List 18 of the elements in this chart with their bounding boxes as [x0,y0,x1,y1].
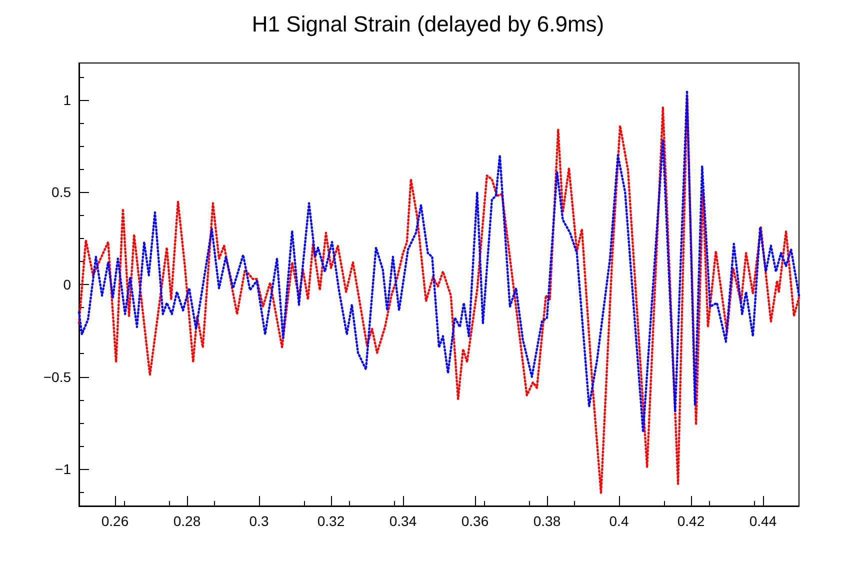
y-tick-label: 0 [63,276,72,292]
x-tick-label: 0.42 [677,513,705,529]
x-tick-label: 0.38 [533,513,561,529]
x-tick-label: 0.4 [609,513,629,529]
x-tick-label: 0.44 [749,513,777,529]
chart-title: H1 Signal Strain (delayed by 6.9ms) [252,12,604,36]
x-tick-label: 0.3 [249,513,269,529]
y-tick-label: −1 [55,461,72,478]
y-tick-label: −0.5 [43,368,72,385]
y-tick-label: 1 [63,92,72,108]
y-tick-label: 0.5 [52,184,72,200]
x-tick-label: 0.26 [101,513,129,529]
x-tick-label: 0.28 [173,513,201,529]
line-series [78,90,800,434]
x-tick-label: 0.32 [317,513,345,529]
x-tick-label: 0.36 [461,513,489,529]
line-series [78,95,800,494]
x-tick-label: 0.34 [389,513,417,529]
